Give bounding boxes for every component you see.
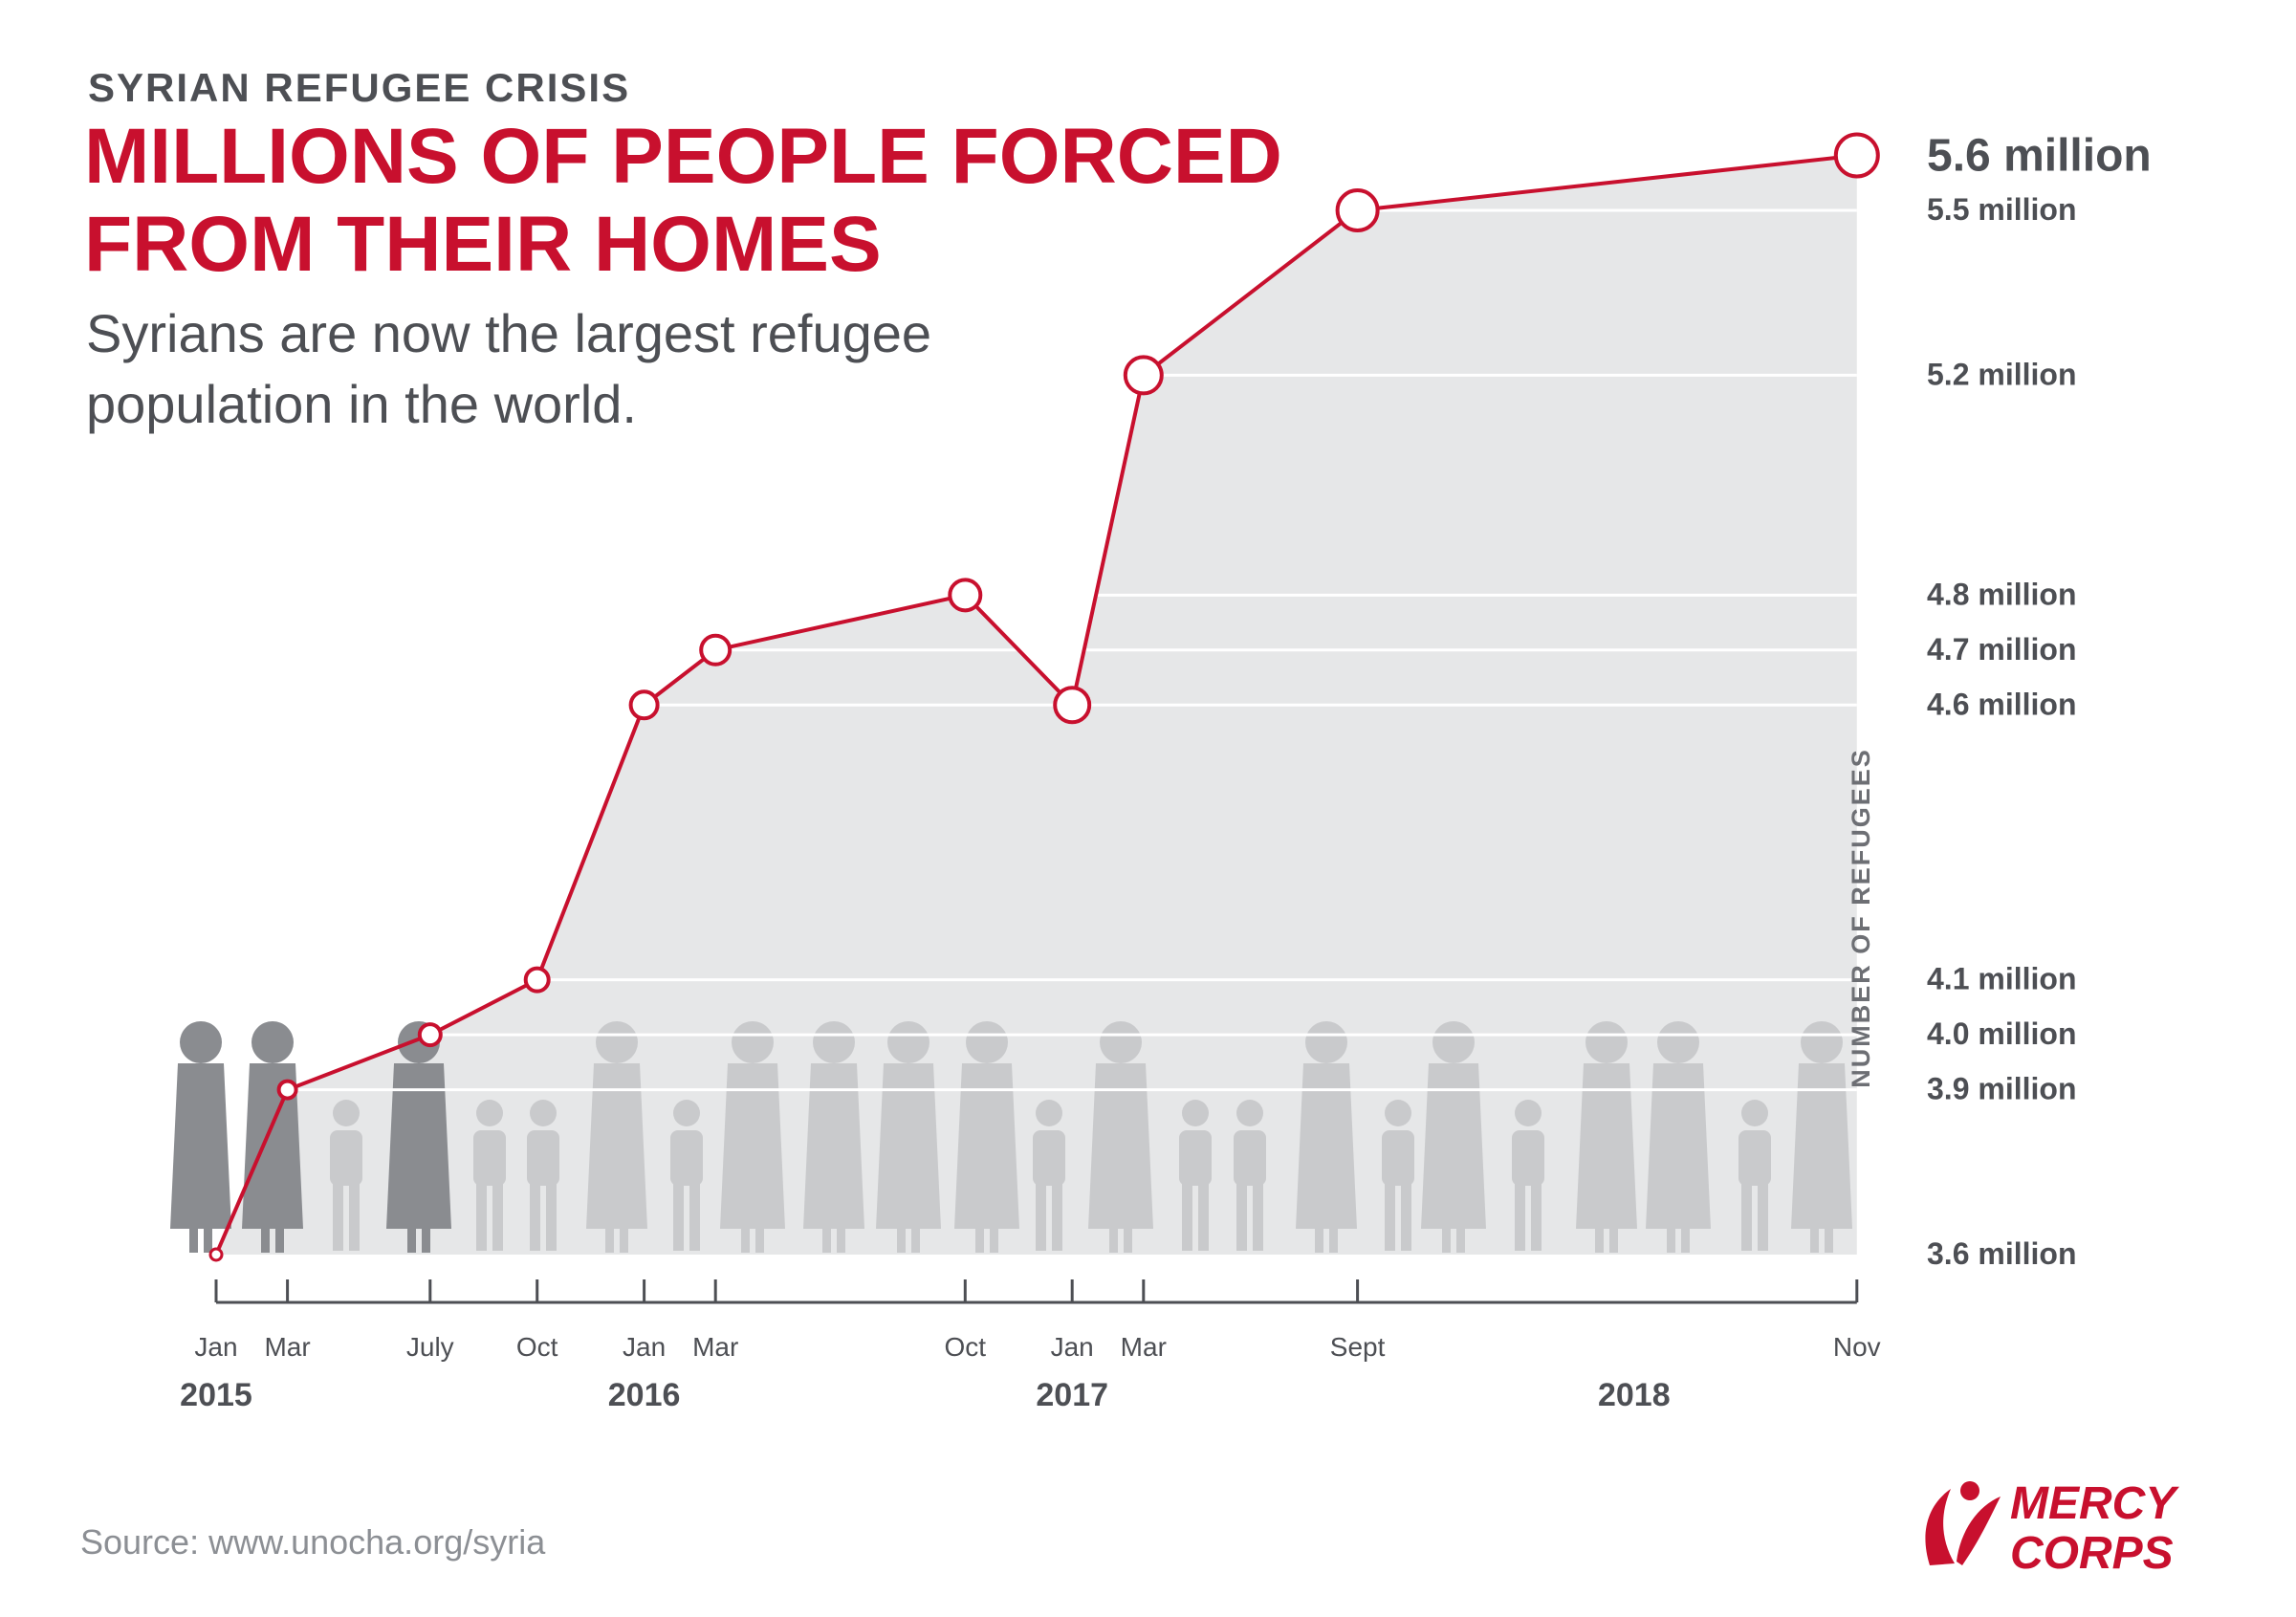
refugee-figure-icon [803, 1021, 864, 1253]
refugee-figure-icon [1421, 1021, 1486, 1253]
refugee-figure-icon [1033, 1100, 1065, 1251]
data-point [948, 578, 983, 613]
refugee-figure-icon [1296, 1021, 1357, 1253]
value-label: 5.6 million [1927, 131, 2152, 182]
month-label: Jan [623, 1332, 666, 1362]
kicker: SYRIAN REFUGEE CRISIS [88, 65, 631, 110]
month-label: Jan [194, 1332, 237, 1362]
month-label: Mar [1121, 1332, 1167, 1362]
value-label: 3.9 million [1927, 1072, 2076, 1106]
refugee-figure-icon [670, 1100, 703, 1251]
mercy-corps-logo: MERCY CORPS [1913, 1477, 2228, 1583]
refugee-figure-icon [1382, 1100, 1414, 1251]
refugee-figure-icon [1512, 1100, 1544, 1251]
source-note: Source: www.unocha.org/syria [80, 1522, 546, 1562]
data-point [699, 633, 733, 666]
data-point [628, 689, 660, 721]
value-label: 4.1 million [1927, 962, 2076, 996]
value-label: 4.6 million [1927, 687, 2076, 721]
data-point [417, 1022, 443, 1048]
value-label: 3.6 million [1927, 1236, 2076, 1271]
page-title: MILLIONS OF PEOPLE FORCED FROM THEIR HOM… [84, 113, 1282, 289]
refugee-figure-icon [242, 1021, 303, 1253]
refugee-figure-icon [330, 1100, 362, 1251]
refugee-figure-icon [720, 1021, 785, 1253]
grid-layer [287, 208, 1857, 1092]
month-label: Sept [1330, 1332, 1386, 1362]
y-axis-label: NUMBER OF REFUGEES [1847, 748, 1875, 1088]
month-label: Jan [1051, 1332, 1094, 1362]
refugee-figure-icon [1646, 1021, 1711, 1253]
year-label: 2017 [1036, 1377, 1108, 1413]
month-label: Nov [1833, 1332, 1881, 1362]
year-label: 2016 [608, 1377, 681, 1413]
logo-line-2: CORPS [2010, 1528, 2174, 1579]
refugee-figure-icon [1088, 1021, 1153, 1253]
refugee-figure-icon [386, 1021, 451, 1253]
refugee-figures [170, 1021, 1852, 1253]
year-label: 2018 [1598, 1377, 1671, 1413]
data-point [1123, 355, 1164, 396]
data-point [208, 1247, 224, 1262]
logo-mark-icon [1925, 1481, 2001, 1565]
refugee-figure-icon [473, 1100, 506, 1251]
value-label: 5.2 million [1927, 357, 2076, 391]
data-point [1053, 686, 1092, 725]
value-label: 5.5 million [1927, 192, 2076, 227]
title-line-2: FROM THEIR HOMES [84, 201, 882, 288]
month-label: Mar [692, 1332, 738, 1362]
subtitle: Syrians are now the largest refugee popu… [86, 303, 932, 434]
data-point [523, 966, 551, 994]
refugee-figure-icon [954, 1021, 1019, 1253]
logo-line-1: MERCY [2010, 1478, 2176, 1529]
month-label: Mar [264, 1332, 310, 1362]
logo-wordmark: MERCY CORPS [2010, 1479, 2176, 1579]
refugee-figure-icon [1791, 1021, 1852, 1253]
refugee-figure-icon [876, 1021, 941, 1253]
value-label: 4.7 million [1927, 632, 2076, 666]
year-label: 2015 [180, 1377, 252, 1413]
data-point [1833, 132, 1880, 179]
value-label: 4.0 million [1927, 1016, 2076, 1051]
data-point [276, 1079, 298, 1101]
title-line-1: MILLIONS OF PEOPLE FORCED [84, 113, 1282, 200]
refugee-figure-icon [1576, 1021, 1637, 1253]
line-layer [208, 132, 1880, 1262]
month-label: July [406, 1332, 454, 1362]
value-label: 4.8 million [1927, 577, 2076, 611]
value-labels: 3.9 million 4.0 million 4.1 million 4.6 mil… [1927, 131, 2152, 1271]
refugee-figure-icon [527, 1100, 559, 1251]
month-label: Oct [516, 1332, 558, 1362]
month-label: Oct [945, 1332, 987, 1362]
refugee-figure-icon [1738, 1100, 1771, 1251]
refugee-figure-icon [1179, 1100, 1212, 1251]
refugee-figure-icon [170, 1021, 231, 1253]
refugee-figure-icon [1234, 1100, 1266, 1251]
x-axis: Jan 2015 Mar July Oct Jan 2016 Mar Oct Jan 2017 Mar… [180, 1279, 1881, 1413]
refugee-figure-icon [586, 1021, 647, 1253]
data-point [1335, 188, 1380, 232]
